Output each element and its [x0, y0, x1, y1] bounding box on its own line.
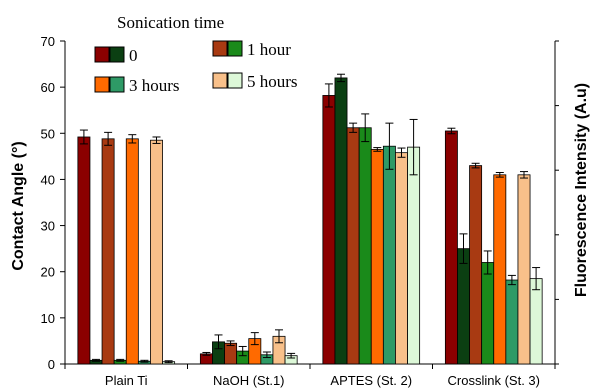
bar — [346, 127, 360, 365]
legend: Sonication time 0 1 hour 3 hours 5 hours — [94, 13, 298, 95]
bar — [529, 278, 543, 365]
bar — [358, 127, 372, 365]
bar — [334, 77, 348, 365]
bar — [150, 139, 163, 365]
legend-label: 3 hours — [129, 76, 180, 95]
x-tick-label: Plain Ti — [105, 373, 148, 388]
bar — [457, 248, 470, 365]
y-tick-label: 0 — [48, 357, 55, 372]
legend-swatch — [109, 76, 125, 93]
bar — [444, 130, 458, 365]
legend-swatch — [227, 72, 243, 89]
legend-swatch — [212, 72, 228, 89]
bar — [469, 165, 483, 365]
y-tick-label: 10 — [41, 311, 55, 326]
legend-swatch — [109, 46, 125, 63]
legend-swatch — [94, 76, 110, 93]
bar — [322, 95, 336, 365]
bar — [224, 342, 238, 365]
plot-area: 0 10 20 30 40 50 60 70 Plain Ti NaOH (St.1) APTES … — [41, 34, 559, 388]
y-tick-label: 20 — [41, 265, 55, 280]
legend-swatch — [94, 46, 110, 63]
bar — [481, 262, 495, 365]
x-tick-label: NaOH (St.1) — [213, 373, 285, 388]
bar — [382, 145, 396, 365]
legend-label: 5 hours — [247, 72, 298, 91]
bar — [517, 174, 531, 365]
bar — [505, 279, 519, 365]
y-tick-label: 40 — [41, 172, 55, 187]
y-tick-label: 60 — [41, 80, 55, 95]
bar — [395, 152, 408, 365]
legend-label: 1 hour — [247, 40, 291, 59]
legend-swatch — [227, 40, 243, 57]
bar — [407, 146, 421, 365]
legend-label: 0 — [129, 46, 138, 65]
y-axis-label: Contact Angle (°) — [10, 141, 27, 270]
y-tick-label: 30 — [41, 219, 55, 234]
bar — [77, 136, 91, 365]
bar — [370, 149, 384, 365]
legend-swatch — [212, 40, 228, 57]
x-tick-label: APTES (St. 2) — [330, 373, 412, 388]
y-tick-label: 50 — [41, 126, 55, 141]
secondary-y-axis-label: Fluorescence Intensity (A.u) — [573, 83, 590, 297]
bar — [125, 138, 139, 365]
legend-title: Sonication time — [117, 13, 224, 32]
x-tick-label: Crosslink (St. 3) — [448, 373, 540, 388]
y-tick-label: 70 — [41, 34, 55, 49]
bar — [101, 138, 115, 365]
bar — [493, 174, 507, 365]
